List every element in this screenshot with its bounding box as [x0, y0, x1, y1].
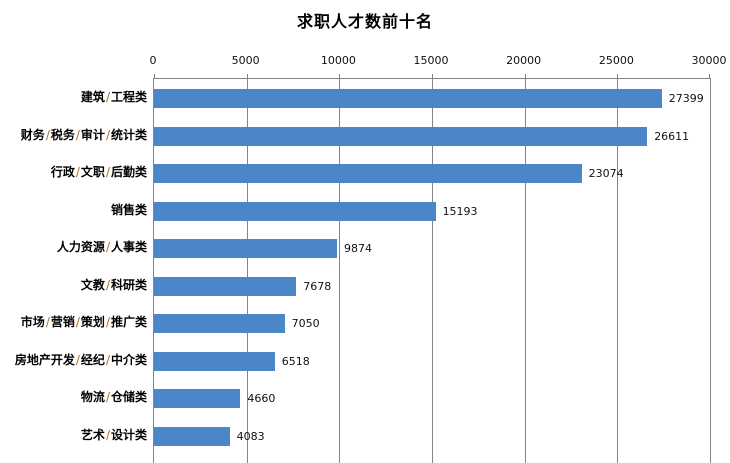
label-slash: /	[105, 315, 110, 329]
tick-mark	[432, 74, 433, 79]
tick-mark	[617, 74, 619, 79]
bar	[154, 351, 275, 371]
plot-area: 27399 26611 23074 15193 9874 7678 7050 6518 4660…	[153, 74, 711, 463]
label-slash: /	[75, 315, 80, 329]
category-label: 文教/科研类	[80, 277, 147, 292]
label-slash: /	[45, 127, 50, 142]
bar	[154, 126, 648, 146]
category-label: 市场/营销/策划/推广类	[20, 315, 147, 329]
gridline	[524, 79, 526, 463]
x-axis-tick-label: 20000	[506, 54, 542, 67]
x-axis-tick-label: 5000	[231, 54, 260, 67]
x-axis-tick-label: 0	[149, 54, 157, 67]
value-label: 7050	[291, 317, 320, 330]
category-label: 财务/税务/审计/统计类	[20, 127, 147, 142]
category-label: 人力资源/人事类	[56, 240, 147, 254]
gridline	[617, 79, 619, 463]
label-slash: /	[75, 127, 80, 142]
label-slash: /	[105, 277, 110, 292]
tick-mark	[339, 74, 341, 79]
label-slash: /	[75, 165, 80, 179]
bar	[154, 276, 297, 296]
label-slash: /	[105, 90, 110, 104]
label-slash: /	[105, 390, 110, 404]
category-label: 建筑/工程类	[80, 90, 147, 104]
x-axis-tick-label: 15000	[413, 54, 449, 67]
bar	[154, 239, 337, 258]
gridline	[432, 79, 433, 463]
tick-mark	[154, 74, 155, 79]
label-slash: /	[105, 240, 110, 254]
value-label: 9874	[343, 242, 372, 255]
label-slash: /	[105, 427, 110, 442]
category-label: 房地产开发/经纪/中介类	[14, 352, 147, 367]
bar	[154, 314, 285, 333]
bar	[154, 201, 436, 221]
gridline	[339, 79, 341, 463]
label-slash: /	[105, 165, 110, 179]
value-label: 27399	[668, 92, 704, 105]
tick-mark	[524, 74, 526, 79]
x-axis-tick-label: 25000	[598, 54, 634, 67]
category-label: 物流/仓储类	[80, 390, 147, 404]
bar	[154, 89, 662, 108]
gridline	[246, 79, 248, 463]
category-label: 艺术/设计类	[80, 427, 147, 442]
bar	[154, 164, 582, 183]
value-label: 26611	[654, 129, 690, 143]
label-slash: /	[75, 352, 80, 367]
value-label: 4083	[236, 429, 265, 443]
value-label: 23074	[588, 167, 624, 180]
category-label: 行政/文职/后勤类	[50, 165, 147, 179]
category-label: 销售类	[110, 202, 147, 217]
label-slash: /	[105, 127, 110, 142]
tick-mark	[246, 74, 248, 79]
value-label: 6518	[281, 354, 310, 368]
tick-mark	[709, 74, 710, 79]
label-slash: /	[45, 315, 50, 329]
x-axis-tick-label: 10000	[320, 54, 356, 67]
bar	[154, 389, 241, 408]
chart-title: 求职人才数前十名	[296, 12, 433, 31]
x-axis-tick-label: 30000	[691, 54, 727, 67]
x-axis-tick-labels: 0 5000 10000 15000 20000 25000 30000	[149, 54, 727, 68]
bar	[154, 426, 230, 446]
label-slash: /	[105, 352, 110, 367]
value-label: 4660	[247, 392, 276, 405]
value-label: 15193	[442, 204, 478, 218]
value-label: 7678	[303, 279, 332, 293]
